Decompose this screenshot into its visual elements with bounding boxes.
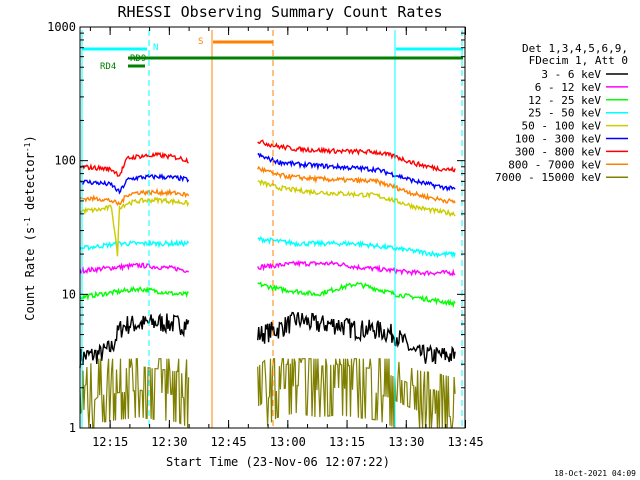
annotation-rd4: RD4 bbox=[100, 62, 116, 72]
series-line-7-2 bbox=[257, 139, 456, 173]
x-tick-label-4: 13:15 bbox=[329, 435, 365, 449]
legend-label-7: 300 - 800 keV bbox=[515, 145, 601, 158]
series-line-8-1 bbox=[79, 187, 190, 206]
chart-title: RHESSI Observing Summary Count Rates bbox=[117, 3, 442, 21]
series-line-5-2 bbox=[257, 179, 456, 218]
legend-header-1: FDecim 1, Att 0 bbox=[529, 54, 628, 67]
series-layer bbox=[79, 139, 456, 429]
series-line-9-2 bbox=[257, 358, 456, 429]
series-line-7-1 bbox=[79, 151, 189, 177]
legend-header-0: Det 1,3,4,5,6,9, bbox=[522, 42, 628, 55]
x-axis-label: Start Time (23-Nov-06 12:07:22) bbox=[166, 455, 390, 469]
y-tick-label-0: 1 bbox=[69, 421, 76, 435]
series-line-4-1 bbox=[79, 238, 190, 251]
x-tick-label-3: 13:00 bbox=[270, 435, 306, 449]
plot-frame bbox=[79, 26, 466, 429]
legend-label-5: 50 - 100 keV bbox=[522, 120, 602, 133]
series-line-3-2 bbox=[257, 281, 456, 309]
series-line-2-2 bbox=[257, 259, 456, 277]
series-line-8-2 bbox=[257, 165, 456, 204]
annotation-rd9: RD9 bbox=[130, 54, 146, 64]
x-tick-label-5: 13:30 bbox=[388, 435, 424, 449]
annotation-s: S bbox=[198, 37, 203, 47]
series-line-1-2 bbox=[257, 311, 456, 364]
y-tick-label-1: 10 bbox=[62, 287, 76, 301]
axis-layer: 12:15 12:30 12:45 13:00 13:15 13:30 13:45 1 10 10… bbox=[47, 20, 483, 449]
legend-label-3: 12 - 25 keV bbox=[528, 94, 601, 107]
y-axis-label: Count Rate (s-1 detector-1) bbox=[23, 135, 37, 320]
legend-label-8: 800 - 7000 keV bbox=[508, 158, 601, 171]
y-tick-label-3: 1000 bbox=[47, 20, 76, 34]
y-tick-label-2: 100 bbox=[54, 154, 76, 168]
legend-label-9: 7000 - 15000 keV bbox=[495, 171, 601, 184]
x-tick-label-6: 13:45 bbox=[447, 435, 483, 449]
legend-label-4: 25 - 50 keV bbox=[528, 107, 601, 120]
marker-layer: N S RD9 RD4 bbox=[81, 30, 463, 428]
series-line-9-1 bbox=[79, 358, 190, 429]
series-line-1-1 bbox=[79, 312, 190, 369]
x-tick-label-1: 12:30 bbox=[151, 435, 187, 449]
series-line-6-1 bbox=[79, 173, 190, 195]
series-line-2-1 bbox=[79, 262, 190, 275]
legend: Det 1,3,4,5,6,9,FDecim 1, Att 03 - 6 keV… bbox=[495, 42, 628, 184]
x-tick-label-2: 12:45 bbox=[211, 435, 247, 449]
legend-label-2: 6 - 12 keV bbox=[535, 81, 602, 94]
series-line-5-1 bbox=[79, 196, 190, 257]
footer-stamp: 18-Oct-2021 04:09 bbox=[554, 469, 636, 478]
legend-label-6: 100 - 300 keV bbox=[515, 133, 601, 146]
x-tick-label-0: 12:15 bbox=[92, 435, 128, 449]
series-line-3-1 bbox=[79, 285, 189, 301]
series-line-6-2 bbox=[257, 152, 456, 192]
annotation-n: N bbox=[153, 43, 158, 53]
legend-label-1: 3 - 6 keV bbox=[541, 68, 601, 81]
series-line-4-2 bbox=[257, 236, 456, 259]
